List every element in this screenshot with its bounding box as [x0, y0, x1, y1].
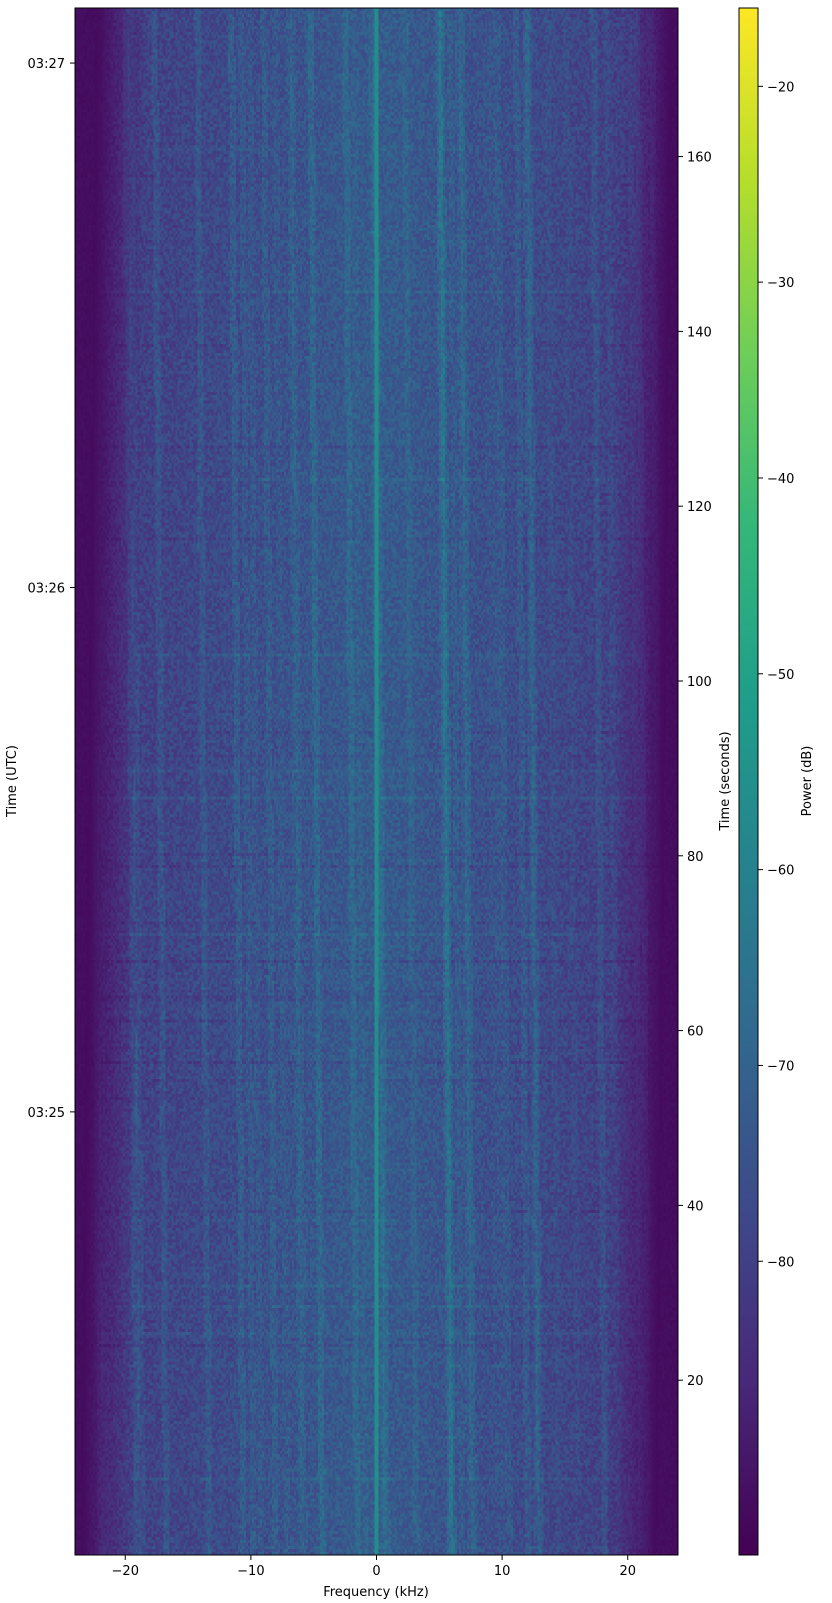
- right-y-tick-label: 20: [687, 1374, 704, 1389]
- right-y-tick-label: 100: [687, 675, 712, 690]
- colorbar-tick-label: −60: [767, 864, 794, 879]
- left-y-tick-label: 03:26: [28, 581, 65, 596]
- right-y-tick-label: 80: [687, 850, 704, 865]
- colorbar-tick-label: −80: [767, 1255, 794, 1270]
- colorbar-tick-label: −20: [767, 80, 794, 95]
- spectrogram-plot: [74, 7, 679, 1556]
- x-tick-label: 0: [372, 1564, 380, 1579]
- x-axis-ticks: −20 −10 0 10 20: [112, 1555, 636, 1579]
- right-y-tick-label: 160: [687, 151, 712, 166]
- colorbar-tick-label: −70: [767, 1059, 794, 1074]
- left-y-axis-label: Time (UTC): [5, 745, 20, 818]
- colorbar-label: Power (dB): [800, 746, 815, 817]
- right-y-axis-label: Time (seconds): [718, 731, 733, 831]
- right-y-tick-label: 120: [687, 500, 712, 515]
- x-tick-label: 10: [494, 1564, 511, 1579]
- colorbar-tick-label: −50: [767, 668, 794, 683]
- colorbar-tick-label: −30: [767, 276, 794, 291]
- colorbar: [738, 7, 759, 1556]
- colorbar-fill: [739, 8, 758, 1555]
- x-axis-label: Frequency (kHz): [323, 1585, 429, 1600]
- x-tick-label: −10: [237, 1564, 264, 1579]
- right-y-tick-label: 60: [687, 1025, 704, 1040]
- colorbar-tick-label: −40: [767, 472, 794, 487]
- x-tick-label: 20: [619, 1564, 636, 1579]
- x-tick-label: −20: [112, 1564, 139, 1579]
- colorbar-ticks: −20 −30 −40 −50 −60 −70 −80: [758, 80, 794, 1270]
- right-y-tick-label: 140: [687, 325, 712, 340]
- right-y-tick-label: 40: [687, 1199, 704, 1214]
- left-y-tick-label: 03:27: [28, 57, 65, 72]
- left-y-axis-ticks: 03:25 03:26 03:27: [28, 57, 75, 1121]
- heatmap-image: [75, 8, 678, 1555]
- colorbar-frame: [738, 7, 759, 1556]
- left-y-tick-label: 03:25: [28, 1106, 65, 1121]
- right-y-axis-ticks: 20 40 60 80 100 120 140 160: [678, 151, 712, 1389]
